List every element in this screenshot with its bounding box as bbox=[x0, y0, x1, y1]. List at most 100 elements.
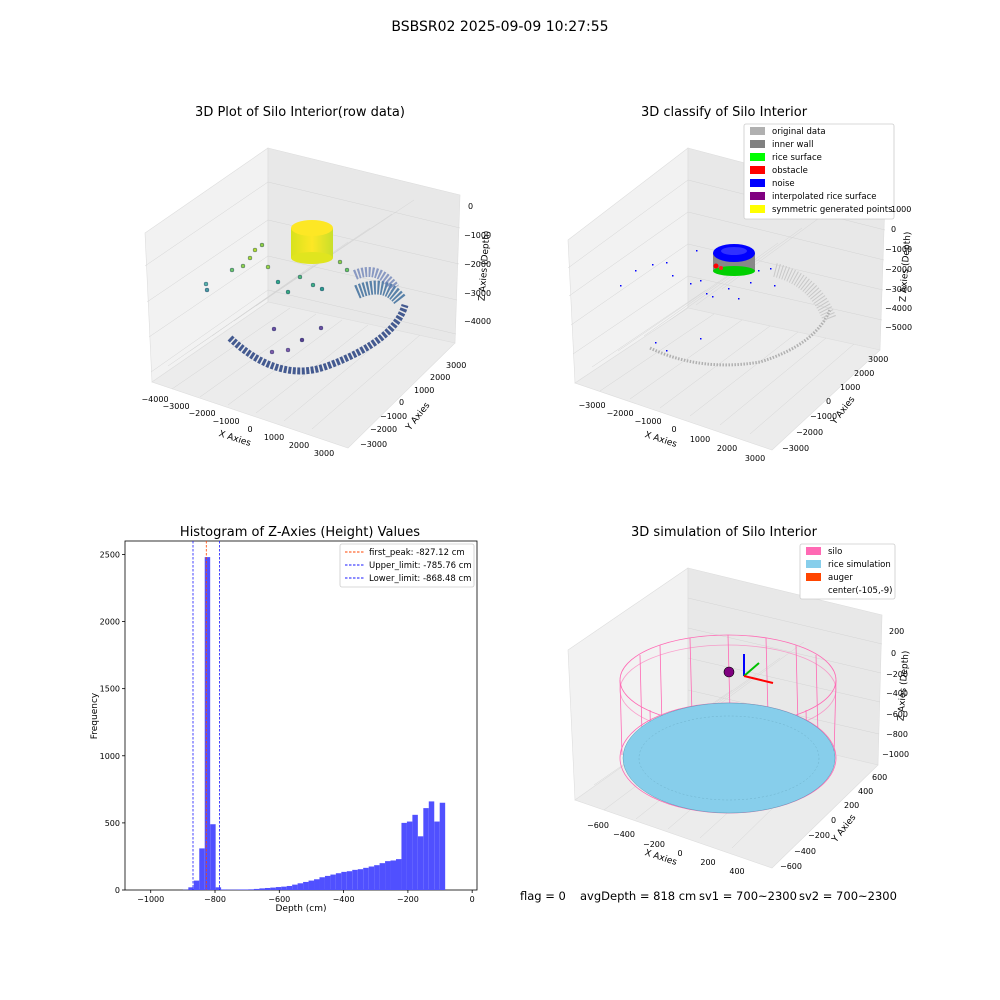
status-avg-depth: avgDepth = 818 cm bbox=[580, 889, 696, 903]
tick-z-cls-0: 1000 bbox=[891, 205, 911, 214]
histogram-x-tick-label-3: −400 bbox=[333, 895, 355, 904]
histogram-bar-36 bbox=[379, 863, 386, 890]
legend-label-center: center(-105,-9) bbox=[828, 586, 892, 596]
tick-z-cls-6: −5000 bbox=[885, 323, 912, 332]
legend-swatch-silo bbox=[806, 547, 821, 555]
histogram-bar-5 bbox=[210, 824, 216, 890]
histogram-bars bbox=[182, 557, 446, 890]
simulation-title: 3D simulation of Silo Interior bbox=[631, 525, 818, 540]
tick-y-sim-3: 0 bbox=[831, 816, 836, 825]
auger-marker bbox=[723, 654, 774, 684]
histogram-bar-16 bbox=[270, 887, 276, 890]
histogram-y-tick-label-3: 1500 bbox=[100, 685, 120, 694]
classify-arc-gray bbox=[649, 309, 832, 367]
tick-z-raw-2: −2000 bbox=[464, 260, 491, 269]
histogram-bar-29 bbox=[341, 871, 347, 890]
tick-z-sim-4: −600 bbox=[886, 710, 908, 719]
tick-z-cls-5: −4000 bbox=[885, 304, 912, 313]
tick-y-raw-5: −2000 bbox=[370, 425, 397, 434]
classify-cylinder bbox=[713, 244, 755, 276]
tick-y-sim-4: −200 bbox=[808, 831, 830, 840]
histogram-bar-1 bbox=[188, 887, 194, 890]
legend-label-auger: auger bbox=[828, 573, 853, 583]
histogram-bar-3 bbox=[199, 848, 205, 890]
status-sv2: sv2 = 700~2300 bbox=[799, 889, 897, 903]
histogram-bar-40 bbox=[401, 822, 407, 890]
tick-z-sim-1: 0 bbox=[891, 649, 896, 658]
tick-x-raw-0: −4000 bbox=[141, 395, 168, 404]
axes-3d-sim-ticks: −600 −400 −200 0 200 400 X Axies 600 400… bbox=[587, 627, 911, 876]
tick-x-cls-1: −2000 bbox=[606, 409, 633, 418]
histogram-bar-21 bbox=[297, 883, 304, 890]
tick-z-raw-3: −3000 bbox=[464, 289, 491, 298]
legend-label-obstacle: obstacle bbox=[772, 166, 808, 176]
classify-legend: original data inner wall rice surface ob… bbox=[743, 123, 895, 220]
histogram-bar-10 bbox=[237, 889, 243, 890]
histogram-y-ticks: 0 500 1000 1500 2000 2500 bbox=[100, 550, 125, 895]
legend-label-rice-simulation: rice simulation bbox=[828, 560, 891, 570]
histogram-bar-33 bbox=[363, 867, 369, 890]
status-line: flag = 0 avgDepth = 818 cm sv1 = 700~230… bbox=[520, 889, 897, 903]
auger-axis-x bbox=[743, 675, 774, 684]
histogram-bar-25 bbox=[319, 877, 325, 890]
histogram-y-tick-label-4: 2000 bbox=[100, 618, 120, 627]
histogram-x-tick-label-2: −600 bbox=[268, 895, 290, 904]
legend-swatch-original-data bbox=[750, 127, 765, 135]
histogram-x-tick-label-1: −800 bbox=[204, 895, 226, 904]
histogram-bar-12 bbox=[248, 889, 254, 890]
histogram-bar-30 bbox=[346, 871, 353, 890]
tick-x-cls-6: 3000 bbox=[745, 454, 765, 463]
histogram-bar-15 bbox=[264, 887, 271, 890]
tick-z-cls-3: −2000 bbox=[885, 265, 912, 274]
histogram-bar-20 bbox=[292, 884, 298, 890]
histogram-bar-46 bbox=[434, 821, 440, 890]
tick-y-raw-4: −1000 bbox=[380, 412, 407, 421]
histogram-bar-42 bbox=[412, 814, 418, 890]
tick-x-raw-5: 1000 bbox=[264, 433, 284, 442]
raw-scatter-points bbox=[203, 242, 409, 375]
raw-cylinder-top bbox=[291, 220, 333, 264]
axis-label-y-raw: Y Axies bbox=[404, 401, 433, 434]
tick-z-cls-1: 0 bbox=[891, 225, 896, 234]
status-flag: flag = 0 bbox=[520, 889, 566, 903]
rice-disc-inner bbox=[638, 715, 820, 801]
histogram-bar-37 bbox=[385, 861, 391, 890]
classify-wall-gray bbox=[773, 263, 837, 323]
panel-histogram: Histogram of Z-Axies (Height) Values −10… bbox=[90, 525, 478, 914]
tick-x-sim-1: −400 bbox=[613, 830, 635, 839]
legend-swatch-noise bbox=[750, 179, 765, 187]
tick-y-sim-6: −600 bbox=[780, 862, 802, 871]
histogram-y-tick-label-1: 500 bbox=[105, 819, 120, 828]
raw-arc-upper bbox=[353, 267, 400, 292]
tick-y-cls-3: 0 bbox=[826, 397, 831, 406]
legend-swatch-symmetric bbox=[750, 205, 765, 213]
legend-label-symmetric: symmetric generated points bbox=[772, 205, 893, 215]
tick-x-cls-3: 0 bbox=[671, 425, 676, 434]
histogram-bar-44 bbox=[423, 808, 429, 890]
figure-title: BSBSR02 2025-09-09 10:27:55 bbox=[391, 19, 608, 35]
tick-y-sim-5: −400 bbox=[794, 847, 816, 856]
tick-y-raw-3: 0 bbox=[399, 398, 404, 407]
legend-swatch-interpolated bbox=[750, 192, 765, 200]
tick-z-raw-1: −1000 bbox=[464, 231, 491, 240]
histogram-bar-39 bbox=[395, 859, 402, 890]
tick-x-raw-7: 3000 bbox=[314, 449, 334, 458]
histogram-bar-27 bbox=[330, 874, 336, 890]
histogram-bar-45 bbox=[428, 801, 435, 890]
legend-label-lower-limit: Lower_limit: -868.48 cm bbox=[369, 574, 471, 584]
histogram-bar-7 bbox=[221, 889, 227, 890]
tick-y-cls-1: 2000 bbox=[854, 369, 874, 378]
panel-3d-classify: 3D classify of Silo Interior bbox=[567, 105, 913, 463]
tick-x-sim-5: 400 bbox=[729, 867, 744, 876]
tick-x-raw-4: 0 bbox=[247, 425, 252, 434]
legend-swatch-obstacle bbox=[750, 166, 765, 174]
rice-disc bbox=[622, 702, 836, 814]
auger-axis-y bbox=[743, 662, 760, 677]
tick-x-cls-2: −1000 bbox=[634, 417, 661, 426]
tick-z-sim-3: −400 bbox=[886, 689, 908, 698]
histogram-bar-24 bbox=[314, 879, 320, 890]
histogram-bar-11 bbox=[242, 889, 249, 890]
legend-swatch-inner-wall bbox=[750, 140, 765, 148]
histogram-bar-35 bbox=[374, 865, 380, 890]
